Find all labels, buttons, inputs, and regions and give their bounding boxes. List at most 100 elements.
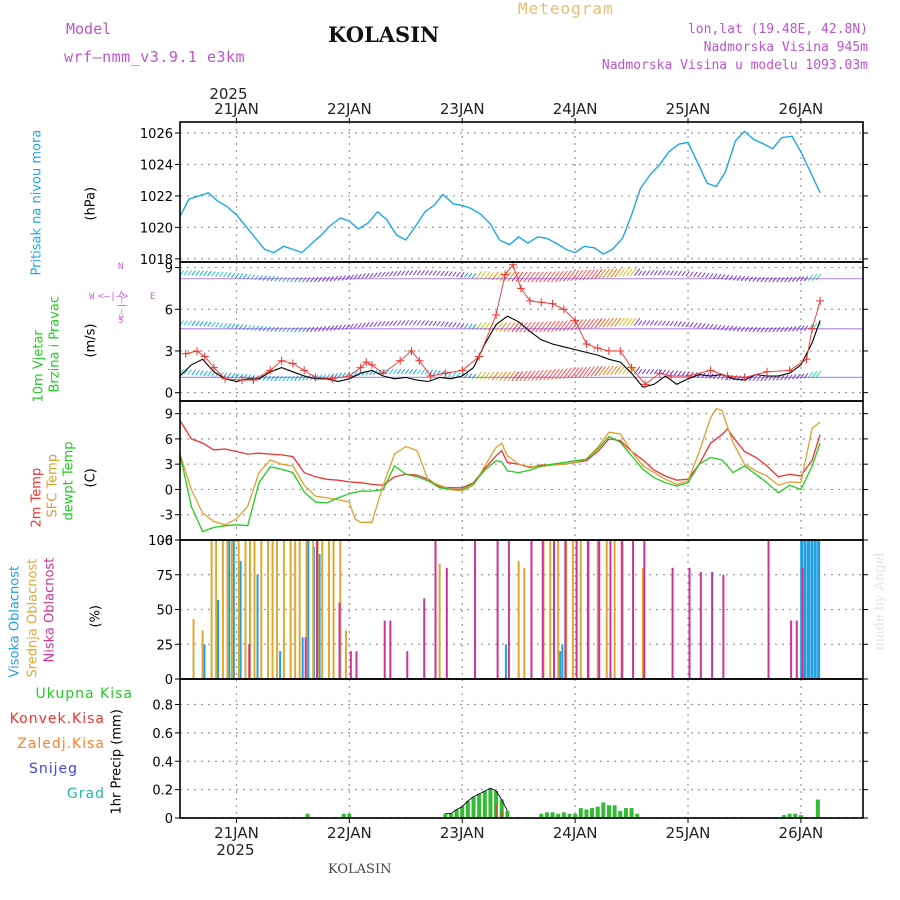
wind-barb: [408, 320, 414, 326]
mid-cloud-bar: [298, 540, 301, 679]
wind-barb: [385, 271, 390, 277]
low-cloud-bar: [355, 651, 358, 679]
wind-barb: [685, 271, 690, 277]
low-cloud-bar: [722, 574, 725, 679]
wind-barb: [744, 326, 750, 333]
wind-barb: [365, 273, 370, 279]
wind-barb: [645, 320, 651, 326]
wind-barb: [760, 375, 765, 382]
wind-barb: [424, 369, 429, 375]
wind-barb: [630, 268, 637, 277]
wind-barb: [752, 375, 757, 382]
low-cloud-bar: [564, 540, 567, 679]
wind-barb: [653, 320, 659, 326]
wind-gust-marker: [396, 356, 405, 365]
wind-barb: [780, 276, 785, 283]
wind-barb: [535, 321, 544, 333]
wind-barb: [294, 277, 299, 283]
model-label: Model: [66, 20, 112, 38]
wind-barb: [468, 272, 473, 279]
wind-barb: [519, 322, 528, 333]
wind-barb: [278, 375, 283, 382]
low-cloud-bar: [699, 571, 702, 679]
wind-gust-marker: [516, 284, 525, 293]
low-cloud-bar: [383, 620, 386, 679]
wind-barb: [511, 371, 520, 382]
wind-barb: [199, 270, 204, 276]
wind-barb: [637, 368, 643, 375]
y-tick-label: 9: [165, 262, 173, 277]
cloud-label-3: Niska Oblacnost: [42, 557, 58, 663]
wind-barb: [689, 322, 694, 328]
bottom-day-label: 25JAN: [666, 824, 711, 842]
location-title: KOLASIN: [328, 22, 440, 47]
wind-gust-marker: [537, 298, 546, 307]
wind-barb: [535, 271, 544, 283]
wind-barb: [286, 375, 291, 382]
wind-barb: [377, 321, 382, 327]
low-cloud-bar: [609, 540, 612, 679]
wind-barb: [645, 368, 651, 375]
y-tick-label: 1022: [140, 190, 173, 205]
wind-gust-marker: [723, 371, 732, 380]
wind-barb: [503, 271, 512, 282]
wind-barb: [223, 271, 228, 278]
wind-barb: [298, 277, 303, 283]
mid-cloud-bar: [230, 540, 233, 679]
wind-barb: [511, 322, 520, 333]
wind-legend-n: N: [118, 262, 124, 272]
wind-barb: [578, 366, 588, 378]
wind-barb: [203, 321, 208, 327]
wind-barb: [230, 323, 236, 329]
wind-barb: [539, 321, 548, 333]
wind-barb: [543, 321, 552, 333]
precip-total-bar: [629, 808, 634, 818]
wind-gust-marker: [627, 363, 636, 372]
elevation-text: Nadmorska Visina 945m: [703, 40, 868, 55]
wind-barb: [610, 268, 618, 278]
wind-barb: [519, 271, 528, 283]
low-cloud-bar: [790, 620, 793, 679]
wind-barb: [681, 371, 686, 377]
wind-barb: [432, 370, 437, 376]
wind-barb: [456, 372, 461, 378]
wind-barb: [183, 369, 188, 375]
wind-barb: [215, 322, 220, 328]
wind-barb: [487, 371, 495, 381]
precip-total-bar: [550, 812, 555, 818]
low-cloud-bar: [801, 567, 804, 679]
y-tick-label: 0.8: [152, 699, 173, 714]
wind-barb: [242, 374, 248, 380]
wind-barb: [554, 270, 564, 283]
mid-cloud-bar: [276, 540, 279, 679]
wind-barb: [531, 321, 540, 333]
wind-gust-marker: [604, 346, 613, 355]
wind-barb: [551, 320, 560, 332]
wind-gust-marker: [415, 356, 424, 365]
wind-barb: [349, 323, 354, 330]
wind-barb: [436, 321, 441, 327]
high-cloud-bar: [228, 540, 231, 679]
y-tick-label: 75: [156, 569, 173, 584]
mid-cloud-bar: [641, 567, 644, 679]
precip-label-2: Konvek.Kisa: [9, 711, 105, 727]
wind-barb: [527, 370, 536, 382]
wind-barb: [183, 320, 188, 326]
wind-barb: [416, 270, 422, 276]
wind-barb: [396, 320, 402, 326]
low-cloud-bar: [767, 540, 770, 679]
precip-convective-bar: [500, 810, 503, 818]
cloud-unit: (%): [88, 605, 104, 628]
y-tick-label: 1024: [140, 158, 173, 173]
low-cloud-bar: [423, 598, 426, 679]
y-tick-label: 0: [165, 673, 173, 688]
wind-gust-marker: [181, 349, 190, 358]
y-tick-label: 1020: [140, 221, 173, 236]
wind-barb: [626, 268, 633, 277]
wind-barb: [191, 270, 196, 276]
wind-barb: [606, 317, 614, 328]
wind-barb: [495, 371, 503, 381]
wind-barb: [515, 370, 524, 382]
wind-gust-marker: [616, 346, 625, 355]
wind-gust-marker: [311, 373, 320, 382]
